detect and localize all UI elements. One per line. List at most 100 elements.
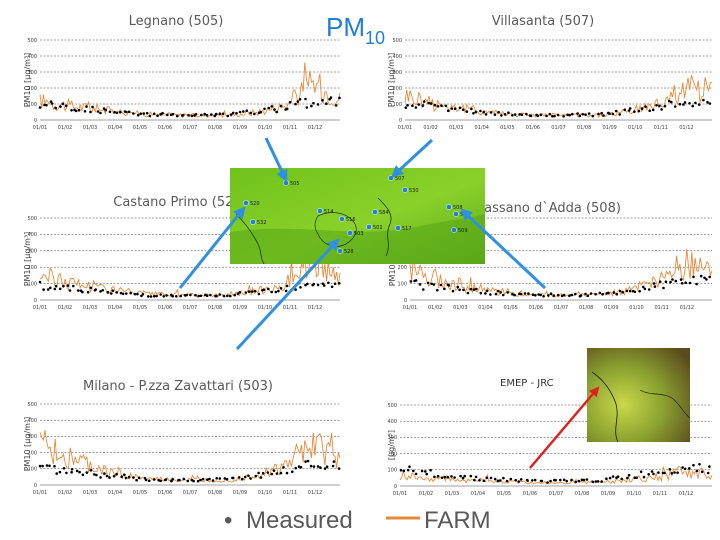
measured-point xyxy=(444,104,448,108)
measured-point xyxy=(502,476,505,480)
measured-point xyxy=(399,468,403,472)
x-tick-label: 01/03 xyxy=(83,490,97,496)
measured-point xyxy=(584,292,587,296)
measured-point xyxy=(633,290,637,294)
measured-point xyxy=(651,108,655,112)
measured-point xyxy=(338,96,341,100)
measured-point xyxy=(514,478,518,482)
measured-point xyxy=(266,471,270,474)
measured-point xyxy=(608,476,612,480)
y-tick-label: 100 xyxy=(27,281,37,287)
map-station-label: 532 xyxy=(257,220,267,226)
x-tick-label: 01/09 xyxy=(233,305,247,311)
emep-label: EMEP - JRC xyxy=(500,378,554,389)
measured-point xyxy=(706,471,710,475)
measured-point xyxy=(692,463,695,467)
measured-point xyxy=(406,104,409,107)
measured-point xyxy=(472,112,475,115)
map-station-marker xyxy=(243,200,249,206)
measured-point xyxy=(607,291,610,295)
x-tick-label: 01/06 xyxy=(158,490,172,496)
x-tick-label: 01/03 xyxy=(445,491,459,497)
chart-title: Milano - P.zza Zavattari (503) xyxy=(83,379,273,394)
y-tick-label: 300 xyxy=(392,70,402,76)
measured-point xyxy=(414,279,418,282)
measured-point xyxy=(50,102,54,105)
measured-point xyxy=(482,479,486,483)
x-tick-label: 01/11 xyxy=(283,305,297,311)
measured-point xyxy=(102,107,106,110)
arrow-villasanta xyxy=(391,138,434,178)
measured-point xyxy=(199,478,202,482)
x-tick-label: 01/10 xyxy=(258,125,272,131)
x-tick-label: 01/08 xyxy=(577,125,591,131)
measured-point xyxy=(197,294,200,298)
measured-point xyxy=(594,292,597,296)
measured-point xyxy=(135,478,138,482)
x-tick-label: 01/12 xyxy=(679,125,693,131)
measured-point xyxy=(663,471,666,475)
map-station-label: 584 xyxy=(379,210,389,216)
x-tick-label: 01/02 xyxy=(58,125,72,131)
measured-point xyxy=(165,294,168,297)
measured-point xyxy=(247,474,250,478)
measured-point xyxy=(330,285,334,289)
measured-point xyxy=(171,112,175,116)
measured-point xyxy=(703,276,706,280)
measured-point xyxy=(149,295,153,298)
measured-point xyxy=(511,292,514,296)
x-tick-label: 01/11 xyxy=(283,490,297,496)
measured-point xyxy=(49,100,53,103)
measured-point xyxy=(321,282,325,286)
map-station-marker xyxy=(402,187,408,193)
measured-point xyxy=(65,104,68,108)
measured-point xyxy=(513,113,517,116)
measured-point xyxy=(503,113,507,116)
measured-point xyxy=(329,96,333,99)
measured-point xyxy=(637,109,641,113)
measured-point xyxy=(115,111,119,115)
measured-point xyxy=(112,474,116,478)
measured-point xyxy=(470,107,473,111)
measured-point xyxy=(688,281,692,285)
measured-point xyxy=(500,114,503,117)
measured-point xyxy=(670,472,674,475)
measured-point xyxy=(119,291,123,295)
measured-point xyxy=(469,287,473,291)
measured-point xyxy=(38,280,42,284)
measured-point xyxy=(284,289,288,293)
measured-point xyxy=(120,475,123,479)
measured-point xyxy=(137,476,141,480)
measured-point xyxy=(683,467,687,471)
measured-point xyxy=(570,293,574,297)
measured-point xyxy=(89,469,93,472)
measured-point xyxy=(99,111,102,115)
measured-point xyxy=(597,112,600,116)
measured-point xyxy=(439,283,443,287)
map-station-marker xyxy=(446,204,452,210)
measured-point xyxy=(201,477,205,481)
measured-point xyxy=(612,291,616,294)
x-tick-label: 01/10 xyxy=(628,125,642,131)
chart-title: Legnano (505) xyxy=(129,14,224,29)
measured-point xyxy=(684,281,687,285)
measured-point xyxy=(304,283,307,287)
measured-point xyxy=(648,109,651,112)
measured-point xyxy=(496,479,500,483)
measured-point xyxy=(440,476,444,480)
measured-point xyxy=(226,294,229,298)
measured-point xyxy=(639,470,643,474)
measured-point xyxy=(531,293,535,297)
measured-point xyxy=(699,274,703,278)
measured-point xyxy=(642,285,645,289)
measured-point xyxy=(602,114,605,117)
y-tick-label: 0 xyxy=(399,118,402,124)
measured-point xyxy=(93,473,96,476)
measured-point xyxy=(304,97,307,101)
measured-point xyxy=(688,102,691,105)
measured-point xyxy=(667,99,671,103)
measured-point xyxy=(103,472,106,475)
measured-point xyxy=(478,479,481,482)
measured-point xyxy=(539,293,542,297)
measured-point xyxy=(402,469,406,473)
